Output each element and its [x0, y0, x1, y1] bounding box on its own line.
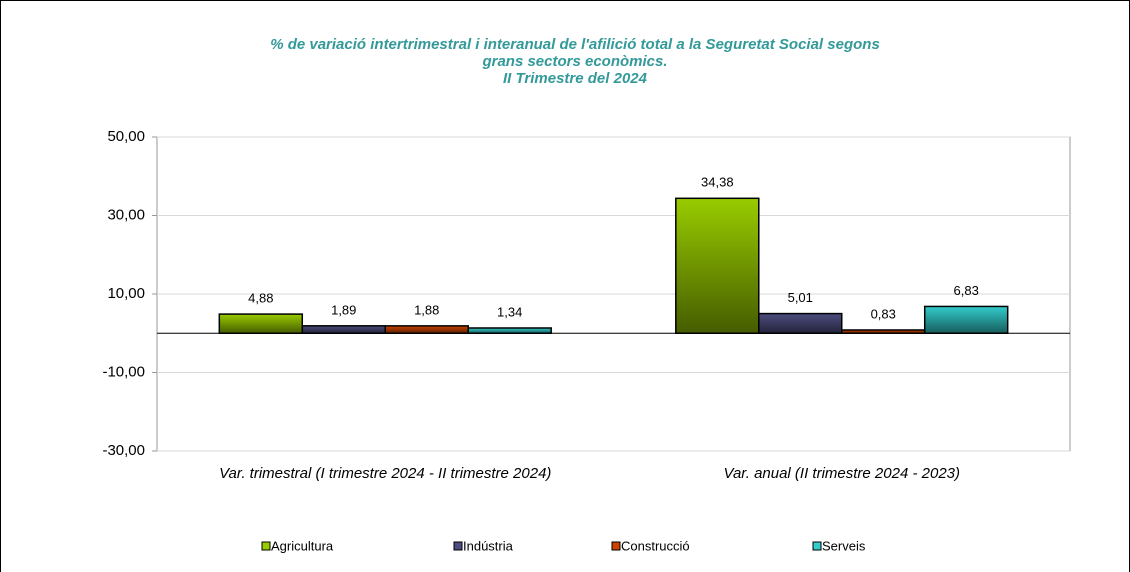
legend-swatch	[611, 541, 621, 551]
data-label: 1,34	[497, 304, 522, 319]
bar	[384, 325, 469, 335]
bar	[675, 197, 760, 334]
bar	[301, 325, 386, 335]
legend-label: Serveis	[822, 538, 866, 553]
y-tick-label: 30,00	[107, 206, 145, 223]
bar	[758, 312, 843, 335]
legend-label: Agricultura	[271, 538, 334, 553]
chart-title: % de variació intertrimestral i interanu…	[270, 36, 880, 53]
data-label: 5,01	[788, 290, 813, 305]
y-tick-label: -10,00	[102, 363, 145, 380]
bar	[467, 327, 552, 335]
y-tick-label: -30,00	[102, 442, 145, 459]
legend-swatch	[453, 541, 463, 551]
y-tick-label: 50,00	[107, 128, 145, 145]
y-tick-label: 10,00	[107, 285, 145, 302]
chart-title: II Trimestre del 2024	[503, 70, 648, 87]
data-label: 1,89	[331, 302, 356, 317]
bar	[218, 313, 304, 335]
chart-title: grans sectors econòmics.	[481, 53, 667, 70]
data-label: 1,88	[414, 302, 439, 317]
data-label: 34,38	[701, 175, 734, 190]
legend-swatch	[812, 541, 822, 551]
x-tick-label: Var. trimestral (I trimestre 2024 - II t…	[219, 465, 551, 482]
x-tick-label: Var. anual (II trimestre 2024 - 2023)	[724, 465, 961, 482]
bar	[923, 305, 1009, 335]
legend-label: Construcció	[621, 538, 690, 553]
data-label: 0,83	[871, 306, 896, 321]
legend-swatch	[261, 541, 271, 551]
data-label: 4,88	[248, 291, 273, 306]
data-label: 6,83	[954, 283, 979, 298]
legend-label: Indústria	[463, 538, 514, 553]
